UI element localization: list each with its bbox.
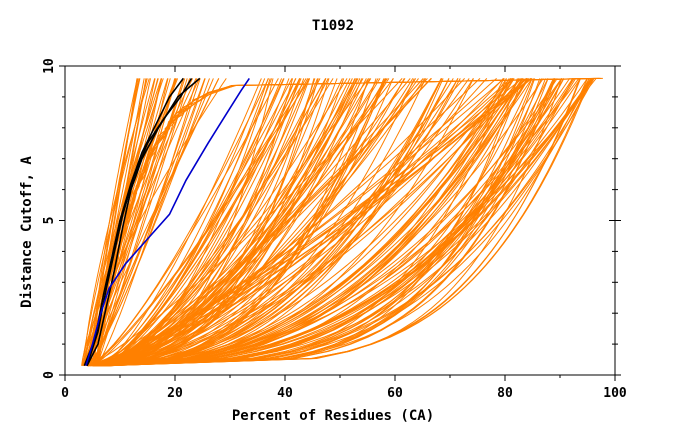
chart-title: T1092	[312, 18, 354, 34]
model-curve	[105, 78, 558, 367]
model-curve	[88, 78, 210, 366]
model-curve	[92, 78, 269, 367]
model-curve	[100, 78, 563, 367]
x-tick-label: 80	[497, 386, 513, 401]
model-curve	[105, 78, 523, 367]
model-curve	[100, 78, 574, 367]
model-curve	[92, 78, 345, 367]
model-curve	[105, 78, 527, 367]
model-curve	[102, 78, 522, 367]
model-curve	[94, 78, 461, 367]
model-curve	[94, 78, 512, 367]
model-curve	[102, 78, 443, 367]
model-curve	[94, 78, 523, 367]
model-curve	[87, 78, 403, 367]
model-curve	[92, 78, 297, 367]
model-curve	[93, 78, 556, 367]
model-curve	[106, 78, 514, 367]
model-curve	[102, 78, 562, 367]
model-curve	[104, 78, 555, 367]
model-curve	[107, 78, 327, 367]
x-tick-label: 60	[387, 386, 403, 401]
model-curve	[104, 78, 528, 367]
model-curve	[87, 78, 176, 366]
model-curve	[99, 78, 507, 367]
model-curve	[88, 78, 270, 367]
model-curve	[108, 78, 581, 367]
model-curve	[106, 78, 450, 367]
x-tick-label: 0	[61, 386, 69, 401]
model-curve	[107, 78, 504, 367]
model-curve	[102, 78, 549, 367]
model-curve	[97, 78, 571, 367]
model-curve	[108, 78, 556, 367]
model-curve	[95, 78, 405, 367]
y-tick-label: 10	[42, 58, 57, 74]
model-curve	[100, 78, 330, 367]
model-curve	[105, 78, 507, 367]
model-curve	[97, 77, 602, 366]
model-curve	[93, 78, 590, 367]
model-curve	[90, 78, 459, 367]
model-curve	[93, 78, 329, 367]
highlighted-curve	[85, 77, 250, 366]
model-curve	[102, 78, 515, 367]
model-curve	[101, 78, 301, 367]
model-curve	[89, 78, 427, 367]
model-curve	[100, 78, 406, 367]
model-curve	[102, 78, 385, 367]
model-curves	[81, 77, 603, 367]
model-curve	[100, 78, 262, 367]
model-curve	[94, 78, 372, 367]
model-curve	[106, 78, 520, 367]
model-curve	[97, 78, 419, 367]
model-curve	[87, 78, 450, 367]
axis-ticks: 0 20 40 60 80 100 0 5 10	[42, 58, 627, 401]
model-curve	[91, 78, 191, 366]
model-curve	[83, 78, 145, 366]
model-curve	[98, 78, 513, 367]
model-curve	[93, 78, 273, 367]
x-tick-label: 20	[167, 386, 183, 401]
model-curve	[103, 78, 533, 367]
model-curve	[83, 78, 162, 366]
model-curve	[94, 78, 593, 367]
y-axis-label: Distance Cutoff, A	[19, 156, 35, 308]
model-curve	[104, 78, 593, 367]
model-curve	[107, 78, 271, 367]
x-tick-label: 100	[603, 386, 627, 401]
model-curve	[88, 78, 386, 367]
model-curve	[98, 78, 544, 367]
highlighted-curves	[83, 77, 250, 367]
y-tick-label: 0	[42, 371, 57, 379]
model-curve	[98, 78, 432, 367]
model-curve	[92, 78, 285, 367]
x-tick-label: 40	[277, 386, 293, 401]
model-curve	[98, 78, 589, 367]
x-axis-label: Percent of Residues (CA)	[232, 408, 434, 424]
model-curve	[89, 78, 311, 367]
model-curve	[106, 78, 348, 367]
model-curve	[96, 78, 386, 367]
model-curve	[88, 78, 531, 367]
model-curve	[95, 78, 363, 367]
y-tick-label: 5	[42, 217, 57, 225]
model-curve	[108, 78, 319, 367]
